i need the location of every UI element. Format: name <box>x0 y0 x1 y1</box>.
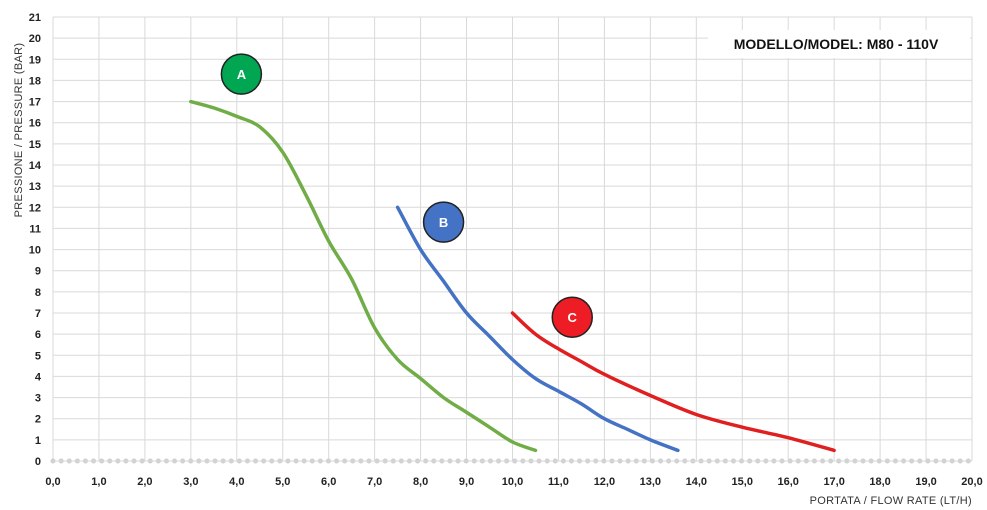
series-marker-a: A <box>220 53 263 95</box>
series-marker-b: B <box>422 201 465 243</box>
series-line-b <box>395 205 680 453</box>
x-tick-label: 5,0 <box>275 476 290 488</box>
x-tick-label: 1,0 <box>91 476 106 488</box>
y-tick-label: 15 <box>29 139 41 151</box>
x-tick-label: 17,0 <box>823 476 844 488</box>
y-tick-label: 5 <box>35 350 41 362</box>
marker-label: C <box>568 310 578 325</box>
model-title-box <box>708 30 970 58</box>
model-title: MODELLO/MODEL: M80 - 110V <box>734 36 939 52</box>
marker-label: B <box>439 215 448 230</box>
x-tick-label: 6,0 <box>321 476 336 488</box>
y-tick-label: 12 <box>29 202 41 214</box>
x-axis-title: PORTATA / FLOW RATE (LT/H) <box>810 495 972 507</box>
marker-label: A <box>237 67 247 82</box>
grid <box>50 16 975 464</box>
y-tick-label: 10 <box>29 245 41 257</box>
marker-circle <box>220 53 263 95</box>
y-tick-label: 20 <box>29 33 41 45</box>
x-tick-label: 9,0 <box>459 476 474 488</box>
y-tick-label: 13 <box>29 181 41 193</box>
x-tick-label: 13,0 <box>640 476 661 488</box>
y-tick-label: 0 <box>35 456 41 468</box>
y-tick-label: 9 <box>35 266 41 278</box>
y-tick-label: 4 <box>35 371 42 383</box>
x-tick-label: 11,0 <box>548 476 569 488</box>
x-tick-label: 10,0 <box>502 476 523 488</box>
y-tick-label: 7 <box>35 308 41 320</box>
x-tick-label: 19,0 <box>915 476 936 488</box>
x-tick-label: 16,0 <box>777 476 798 488</box>
series-markers: A B C <box>220 53 593 338</box>
series-layer <box>189 99 836 453</box>
x-tick-label: 12,0 <box>594 476 615 488</box>
y-tick-label: 8 <box>35 287 41 299</box>
x-tick-label: 15,0 <box>732 476 753 488</box>
x-tick-label: 3,0 <box>183 476 198 488</box>
y-tick-label: 18 <box>29 75 41 87</box>
series-line-c <box>510 311 836 453</box>
y-axis-title: PRESSIONE / PRESSURE (BAR) <box>13 43 25 218</box>
x-tick-label: 4,0 <box>229 476 244 488</box>
x-tick-label: 0,0 <box>45 476 60 488</box>
y-tick-label: 19 <box>29 54 41 66</box>
y-tick-label: 1 <box>35 435 41 447</box>
marker-circle <box>422 201 465 243</box>
x-tick-label: 14,0 <box>686 476 707 488</box>
y-tick-label: 21 <box>29 12 41 24</box>
series-line-a <box>189 99 538 453</box>
marker-circle <box>551 296 593 338</box>
x-tick-label: 2,0 <box>137 476 152 488</box>
y-tick-label: 16 <box>29 118 41 130</box>
x-tick-label: 8,0 <box>413 476 428 488</box>
x-tick-label: 20,0 <box>961 476 982 488</box>
y-tick-label: 3 <box>35 393 41 405</box>
x-tick-label: 18,0 <box>869 476 890 488</box>
y-tick-label: 6 <box>35 329 41 341</box>
y-tick-label: 14 <box>29 160 42 172</box>
series-marker-c: C <box>551 296 593 338</box>
y-tick-label: 11 <box>29 223 41 235</box>
y-tick-label: 17 <box>29 97 41 109</box>
x-tick-label: 7,0 <box>367 476 382 488</box>
y-tick-label: 2 <box>35 414 41 426</box>
